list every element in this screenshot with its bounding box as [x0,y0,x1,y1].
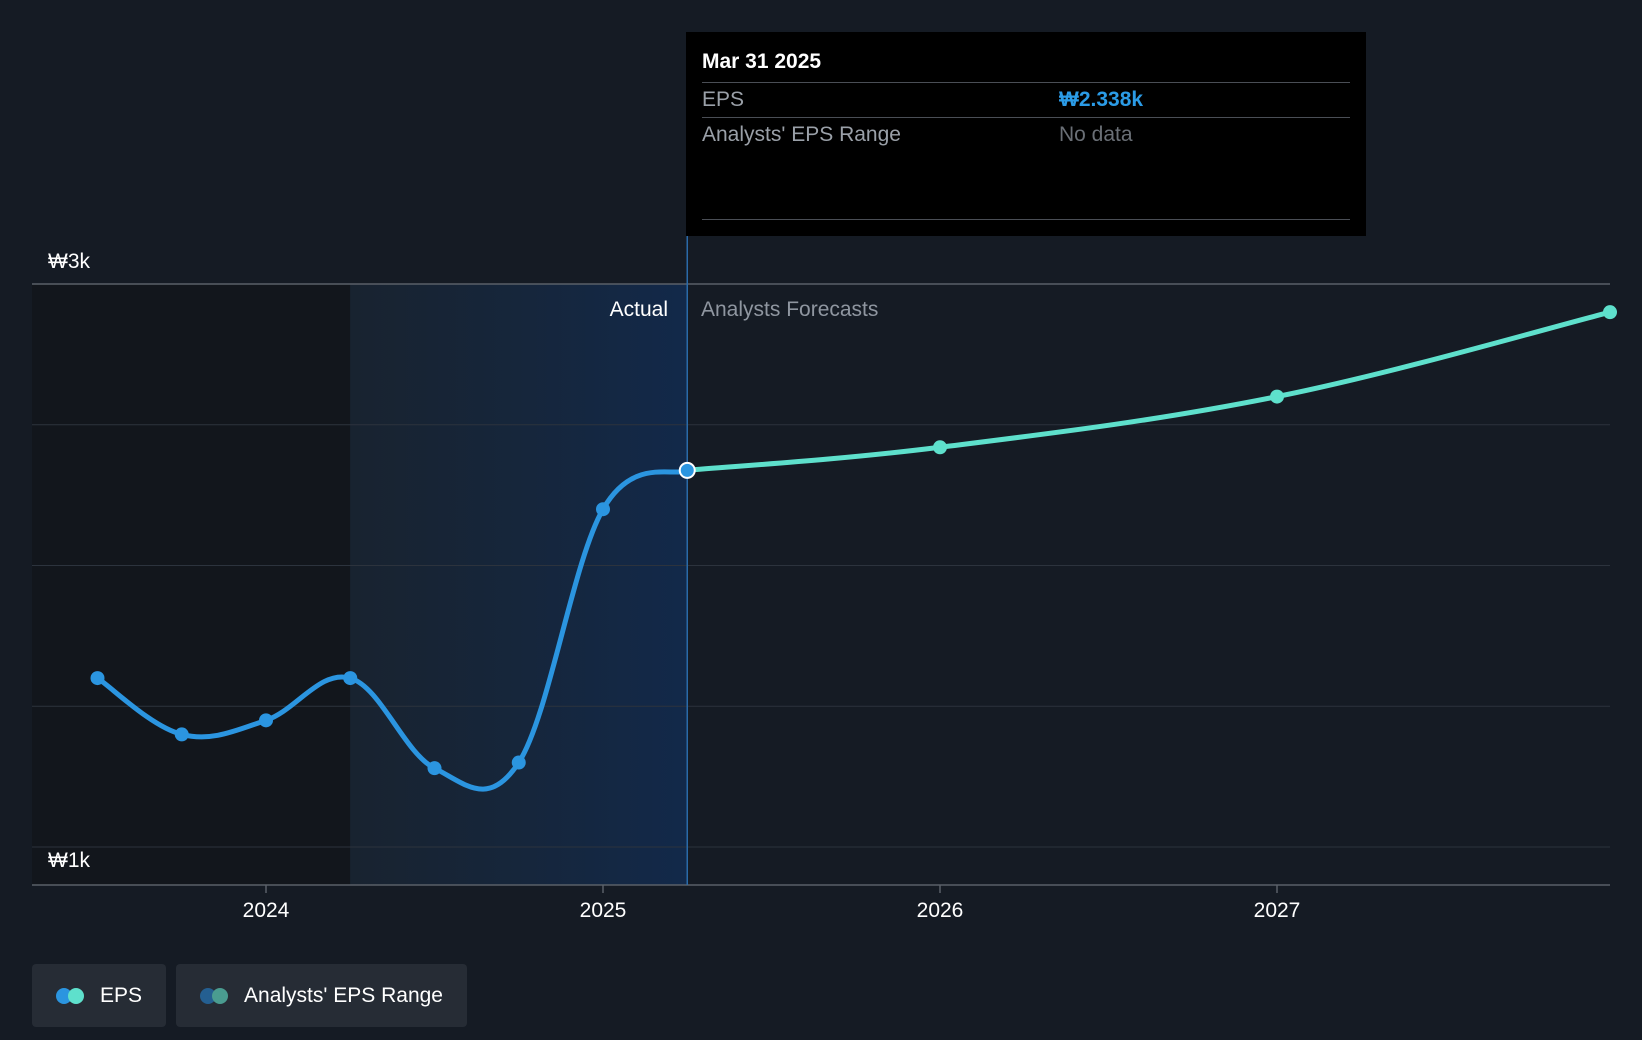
x-tick-label: 2026 [917,899,964,922]
legend-item-eps[interactable]: EPS [32,964,167,1027]
eps-actual-point[interactable] [511,755,526,770]
tooltip-range-value: No data [1059,123,1133,146]
actual-section-label: Actual [610,298,668,321]
tooltip-row-eps: EPS ₩2.338k [702,83,1350,118]
gridlines [32,283,1610,848]
tooltip-eps-value: ₩2.338k [1059,88,1144,111]
x-tick-label: 2027 [1254,899,1301,922]
tooltip-eps-label: EPS [702,88,745,111]
eps-range-legend-icon [200,987,230,1004]
tooltip-date: Mar 31 2025 [702,32,1350,83]
eps-forecast-point[interactable] [1270,389,1284,404]
eps-actual-point[interactable] [174,727,189,742]
y-tick-label: ₩3k [48,250,91,273]
past-shade [32,284,350,885]
eps-forecast-point[interactable] [933,440,947,455]
legend-dot-forecast [68,987,84,1004]
tooltip-range-label: Analysts' EPS Range [702,123,901,146]
eps-actual-point[interactable] [678,461,696,479]
tooltip-divider [702,219,1350,220]
tooltip-row-range: Analysts' EPS Range No data [702,118,1350,152]
tooltip: Mar 31 2025 EPS ₩2.338k Analysts' EPS Ra… [686,32,1366,236]
y-axis-ticks: ₩3k ₩1k [48,250,91,872]
eps-actual-point[interactable] [259,713,273,728]
legend-label-eps: EPS [100,983,143,1007]
eps-actual-line [95,467,690,792]
x-tick-label: 2025 [580,899,627,922]
eps-forecast-line [684,309,1613,473]
x-axis-ticks: 2024 2025 2026 2027 [243,885,1301,922]
actual-highlight-band [350,284,688,885]
eps-actual-point[interactable] [427,761,442,776]
legend-dot-range-forecast [212,987,229,1004]
legend-item-eps-range[interactable]: Analysts' EPS Range [176,964,467,1027]
eps-legend-icon [56,987,86,1004]
y-tick-label: ₩1k [48,849,91,872]
legend: EPS Analysts' EPS Range [32,964,467,1027]
eps-actual-point[interactable] [90,671,105,686]
x-tick-label: 2024 [243,899,290,922]
eps-forecast-point[interactable] [1603,305,1617,320]
legend-label-eps-range: Analysts' EPS Range [244,983,443,1007]
forecast-section-label: Analysts Forecasts [701,298,878,321]
series-layer [90,305,1617,792]
eps-actual-point[interactable] [343,671,358,686]
eps-actual-point[interactable] [596,502,610,517]
